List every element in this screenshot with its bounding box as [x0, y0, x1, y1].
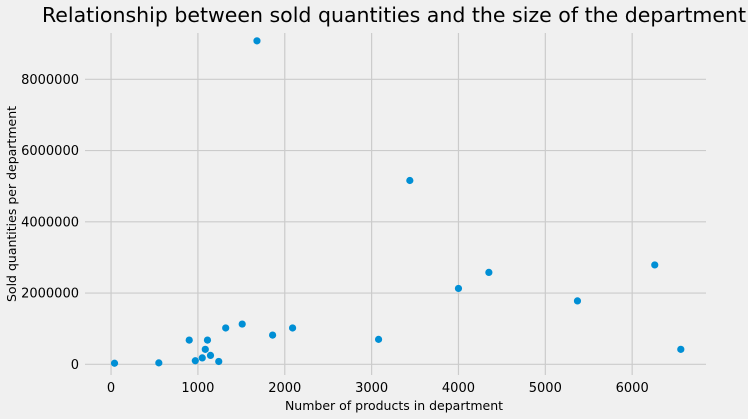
data-point — [677, 345, 685, 353]
data-point — [253, 37, 261, 45]
data-point — [215, 357, 223, 366]
x-tick-label: 1000 — [181, 381, 214, 396]
data-point — [191, 357, 199, 365]
x-tick-label: 4000 — [442, 381, 475, 396]
data-point — [651, 261, 659, 269]
y-tick-label: 6000000 — [21, 144, 79, 159]
grid — [85, 33, 706, 375]
x-tick-label: 3000 — [355, 381, 388, 396]
x-axis-ticks: 0 1000 2000 3000 4000 5000 6000 — [107, 381, 649, 396]
y-tick-label: 2000000 — [21, 287, 79, 302]
data-point — [238, 320, 246, 328]
data-point — [201, 345, 209, 353]
data-points — [110, 37, 685, 367]
data-point — [206, 351, 215, 360]
data-point — [198, 354, 206, 362]
data-point — [155, 359, 163, 367]
chart-title: Relationship between sold quantities and… — [42, 3, 746, 27]
y-axis-label: Sold quantities per department — [4, 106, 19, 302]
data-point — [485, 268, 493, 276]
x-axis-label: Number of products in department — [285, 398, 503, 413]
data-point — [454, 284, 463, 293]
data-point — [269, 331, 277, 339]
y-tick-label: 4000000 — [21, 215, 79, 230]
data-point — [288, 324, 297, 332]
data-point — [185, 336, 193, 344]
x-tick-label: 0 — [107, 381, 115, 396]
y-tick-label: 0 — [71, 358, 79, 373]
x-tick-label: 5000 — [529, 381, 562, 396]
data-point — [573, 297, 582, 305]
x-tick-label: 2000 — [268, 381, 301, 396]
data-point — [406, 176, 414, 185]
data-point — [110, 359, 119, 367]
data-point — [374, 335, 383, 343]
data-point — [203, 336, 212, 344]
y-axis-ticks: 0 2000000 4000000 6000000 8000000 — [21, 73, 79, 373]
y-tick-label: 8000000 — [21, 73, 79, 88]
data-point — [222, 324, 230, 332]
x-tick-label: 6000 — [616, 381, 649, 396]
